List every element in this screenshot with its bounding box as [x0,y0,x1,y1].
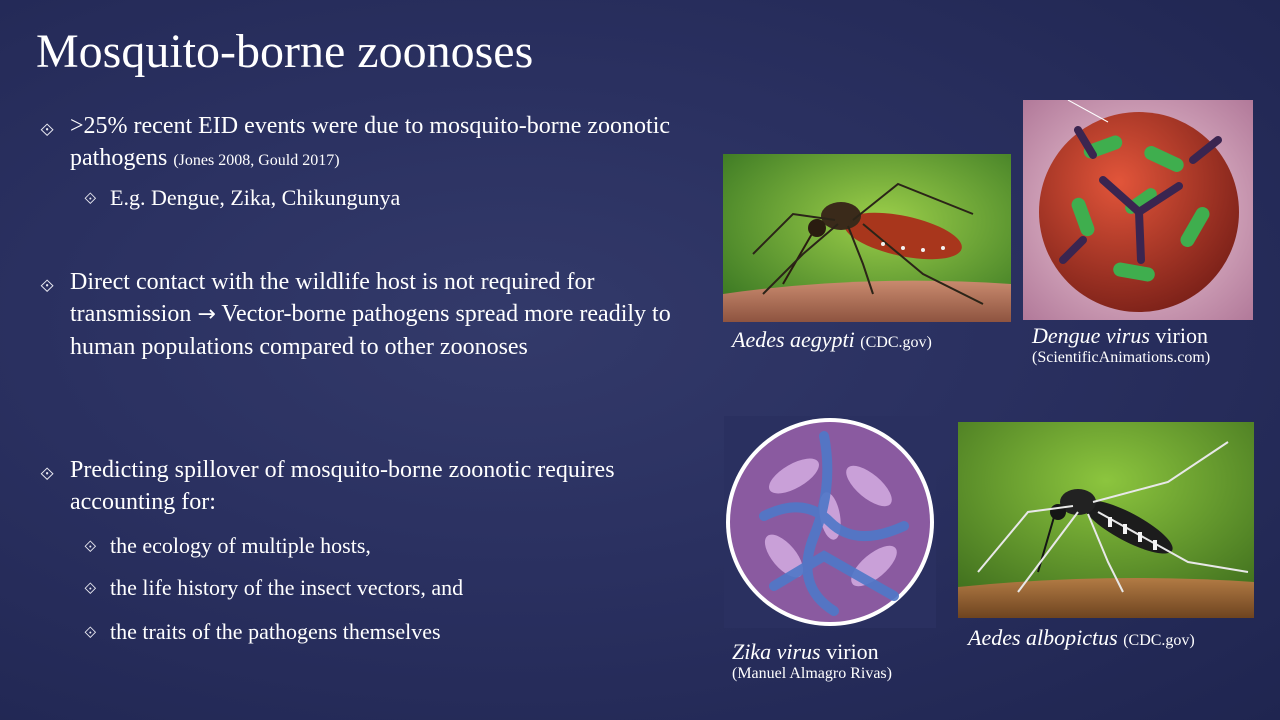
caption-aedes-albopictus: Aedes albopictus (CDC.gov) [968,626,1268,653]
caption-virus-name: Dengue virus [1032,323,1150,348]
subbullet-text: the life history of the insect vectors, … [110,575,464,600]
caption-species-name: Aedes albopictus [968,625,1118,650]
bullet-direct-contact: ⟐ Direct contact with the wildlife host … [40,266,690,363]
caption-virion-word: virion [826,639,879,664]
caption-species-name: Aedes aegypti [732,327,855,352]
caption-source: (CDC.gov) [1123,632,1195,649]
caption-source: (CDC.gov) [860,334,932,351]
subbullet-text: the traits of the pathogens themselves [110,619,441,644]
aedes-aegypti-photo [723,154,1011,322]
diamond-bullet-icon: ⟐ [40,464,55,484]
zika-virion-image [724,416,936,628]
caption-source: (ScientificAnimations.com) [1032,349,1211,366]
caption-virus-name: Zika virus [732,639,821,664]
caption-virion-word: virion [1155,323,1208,348]
bullet-eid-text: >25% recent EID events were due to mosqu… [70,113,671,171]
arrow-right-icon: → [197,302,216,327]
slide-title: Mosquito-borne zoonoses [36,25,534,78]
diamond-bullet-icon: ⟐ [84,625,97,642]
diamond-bullet-icon: ⟐ [84,581,97,598]
dengue-virion-image [1023,100,1253,320]
bullet-eid-events: ⟐ >25% recent EID events were due to mos… [40,110,720,177]
subbullet-ecology: ⟐ the ecology of multiple hosts, [84,532,684,562]
aedes-albopictus-photo [958,422,1254,618]
bullet-predicting-spillover: ⟐ Predicting spillover of mosquito-borne… [40,454,660,518]
diamond-bullet-icon: ⟐ [40,276,55,296]
caption-aedes-aegypti: Aedes aegypti (CDC.gov) [732,328,1012,355]
diamond-bullet-icon: ⟐ [84,539,97,556]
subbullet-text: the ecology of multiple hosts, [110,533,371,558]
caption-zika-virion: Zika virus virion (Manuel Almagro Rivas) [732,640,922,684]
subbullet-traits: ⟐ the traits of the pathogens themselves [84,618,684,648]
caption-dengue-virion: Dengue virus virion (ScientificAnimation… [1032,324,1272,368]
caption-source: (Manuel Almagro Rivas) [732,665,892,682]
bullet-text: Direct contact with the wildlife host is… [70,266,690,363]
bullet-eid-citation: (Jones 2008, Gould 2017) [173,152,340,169]
subbullet-examples: ⟐ E.g. Dengue, Zika, Chikungunya [84,184,684,214]
bullet-text: >25% recent EID events were due to mosqu… [70,110,720,177]
diamond-bullet-icon: ⟐ [84,191,97,208]
subbullet-life-history: ⟐ the life history of the insect vectors… [84,574,684,604]
diamond-bullet-icon: ⟐ [40,120,55,140]
bullet-predicting-text: Predicting spillover of mosquito-borne z… [70,457,615,515]
bullet-direct-contact-part1: Direct contact with the wildlife host is… [70,269,595,327]
subbullet-examples-text: E.g. Dengue, Zika, Chikungunya [110,185,401,210]
bullet-direct-contact-part2: Vector-borne pathogens spread more readi… [70,301,671,360]
